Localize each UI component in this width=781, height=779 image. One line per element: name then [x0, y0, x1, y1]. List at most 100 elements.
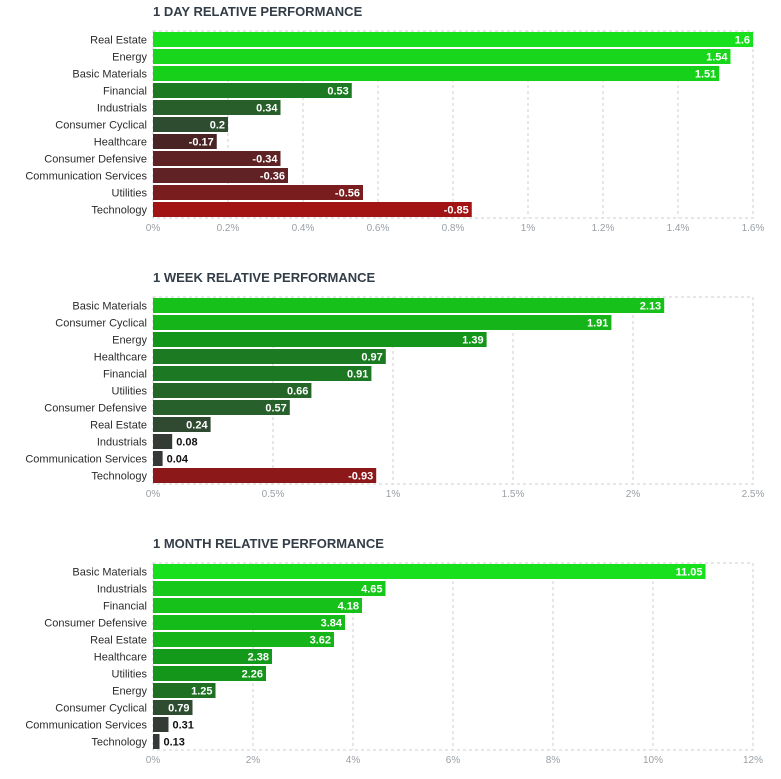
chart-panel-2: 1 WEEK RELATIVE PERFORMANCE 0% 0.5% 1% 1.5% 2…: [25, 270, 764, 500]
x-tick-label: 8%: [546, 755, 561, 766]
category-label: Healthcare: [94, 137, 147, 149]
x-tick-label: 2%: [626, 489, 641, 500]
data-label: -0.34: [252, 154, 278, 166]
category-label: Basic Materials: [72, 301, 147, 313]
bar[interactable]: [153, 366, 372, 381]
category-label: Consumer Cyclical: [55, 120, 147, 132]
bar[interactable]: [153, 151, 281, 166]
category-label: Real Estate: [90, 635, 147, 647]
x-tick-label: 1%: [521, 223, 536, 234]
bar[interactable]: [153, 615, 345, 630]
category-label: Real Estate: [90, 35, 147, 47]
x-tick-label: 0.2%: [217, 223, 240, 234]
bar[interactable]: [153, 298, 665, 313]
bar[interactable]: [153, 100, 281, 115]
bar[interactable]: [153, 66, 720, 81]
x-tick-label: 12%: [743, 755, 763, 766]
data-label: 2.26: [242, 669, 263, 681]
data-label: 4.18: [338, 601, 359, 613]
x-tick-label: 0.4%: [292, 223, 315, 234]
data-label: 0.53: [327, 86, 348, 98]
x-tick-label: 1%: [386, 489, 401, 500]
x-tick-label: 0%: [146, 223, 161, 234]
category-label: Communication Services: [25, 171, 147, 183]
x-tick-label: 0.8%: [442, 223, 465, 234]
bar[interactable]: [153, 383, 312, 398]
category-label: Real Estate: [90, 420, 147, 432]
category-label: Energy: [112, 52, 147, 64]
chart-title: 1 MONTH RELATIVE PERFORMANCE: [153, 536, 384, 551]
bar[interactable]: [153, 734, 160, 749]
x-tick-label: 6%: [446, 755, 461, 766]
category-label: Consumer Cyclical: [55, 318, 147, 330]
bar[interactable]: [153, 700, 193, 715]
data-label: 1.51: [695, 69, 716, 81]
bar[interactable]: [153, 168, 288, 183]
bar[interactable]: [153, 134, 217, 149]
data-label: 0.57: [265, 403, 286, 415]
bar[interactable]: [153, 417, 211, 432]
bar[interactable]: [153, 564, 706, 579]
chart-panel-1: 1 DAY RELATIVE PERFORMANCE 0% 0.2% 0.4% 0.6%…: [25, 4, 764, 234]
bar[interactable]: [153, 49, 731, 64]
category-label: Basic Materials: [72, 567, 147, 579]
bar[interactable]: [153, 717, 169, 732]
x-tick-label: 0%: [146, 755, 161, 766]
x-tick-label: 1.2%: [592, 223, 615, 234]
category-label: Consumer Defensive: [44, 403, 147, 415]
bar[interactable]: [153, 185, 363, 200]
x-tick-label: 4%: [346, 755, 361, 766]
category-label: Healthcare: [94, 352, 147, 364]
category-label: Financial: [103, 369, 147, 381]
category-label: Utilities: [112, 386, 148, 398]
bar[interactable]: [153, 581, 386, 596]
category-label: Technology: [91, 205, 147, 217]
x-tick-label: 1.6%: [742, 223, 765, 234]
category-label: Utilities: [112, 188, 148, 200]
chart-title: 1 DAY RELATIVE PERFORMANCE: [153, 4, 363, 19]
bar[interactable]: [153, 649, 272, 664]
bar[interactable]: [153, 400, 290, 415]
data-label: 11.05: [676, 567, 703, 579]
bar[interactable]: [153, 83, 352, 98]
bar[interactable]: [153, 468, 377, 483]
data-label: 0.66: [287, 386, 308, 398]
bar[interactable]: [153, 451, 163, 466]
category-label: Communication Services: [25, 720, 147, 732]
category-label: Technology: [91, 737, 147, 749]
data-label: 2.38: [248, 652, 269, 664]
data-label: -0.56: [335, 188, 360, 200]
category-label: Financial: [103, 601, 147, 613]
category-label: Industrials: [97, 103, 148, 115]
category-label: Industrials: [97, 584, 148, 596]
category-label: Consumer Defensive: [44, 618, 147, 630]
data-label: 3.62: [310, 635, 331, 647]
data-label: 0.08: [176, 437, 197, 449]
bar[interactable]: [153, 683, 216, 698]
data-label: 0.31: [173, 720, 194, 732]
category-label: Financial: [103, 86, 147, 98]
data-label: 1.25: [191, 686, 212, 698]
bar[interactable]: [153, 349, 386, 364]
bar[interactable]: [153, 434, 173, 449]
bar[interactable]: [153, 117, 228, 132]
bar[interactable]: [153, 632, 334, 647]
bar[interactable]: [153, 666, 266, 681]
data-label: 0.04: [167, 454, 189, 466]
data-label: 1.54: [706, 52, 728, 64]
bar[interactable]: [153, 202, 472, 217]
category-label: Healthcare: [94, 652, 147, 664]
data-label: 3.84: [321, 618, 343, 630]
data-label: -0.85: [444, 205, 469, 217]
data-label: 1.39: [462, 335, 483, 347]
bar[interactable]: [153, 598, 362, 613]
data-label: -0.93: [348, 471, 373, 483]
bar[interactable]: [153, 315, 612, 330]
bar[interactable]: [153, 332, 487, 347]
category-label: Utilities: [112, 669, 148, 681]
bar[interactable]: [153, 32, 753, 47]
category-label: Consumer Cyclical: [55, 703, 147, 715]
x-tick-label: 10%: [643, 755, 663, 766]
chart-panel-3: 1 MONTH RELATIVE PERFORMANCE 0% 2% 4% 6% 8% 10…: [25, 536, 763, 766]
